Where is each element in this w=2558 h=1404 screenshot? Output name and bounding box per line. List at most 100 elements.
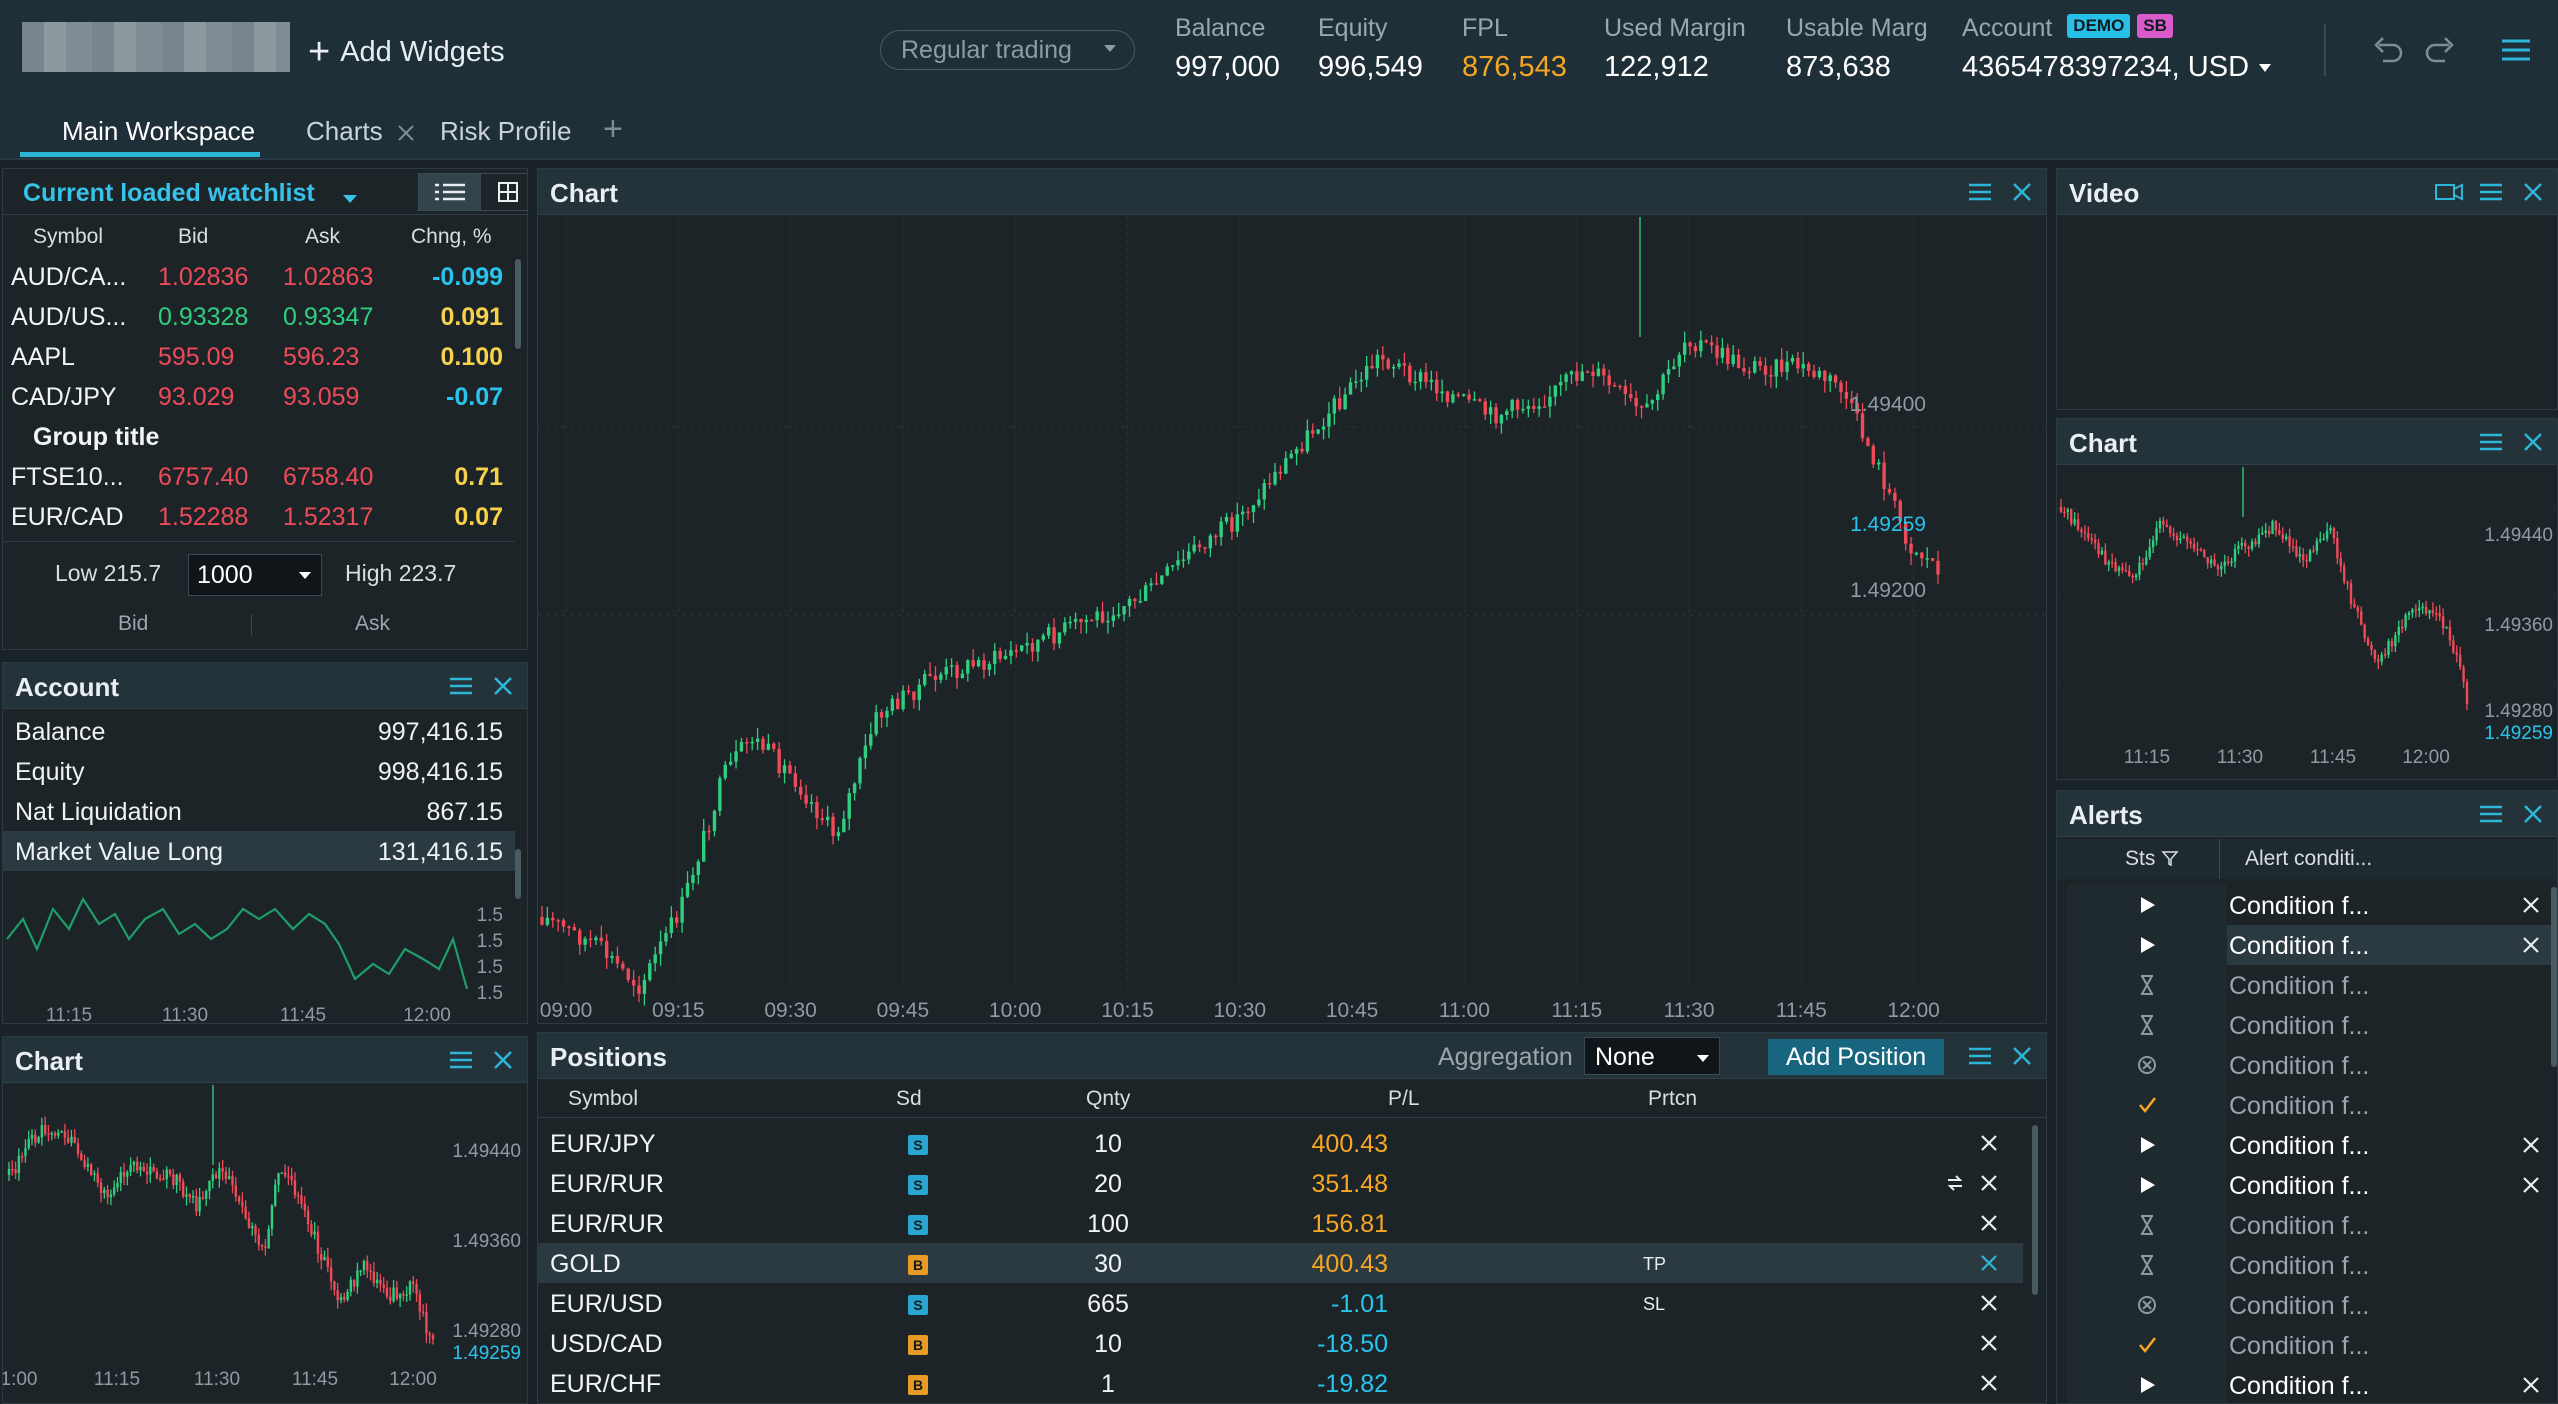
close-icon[interactable] [487,1045,519,1075]
alert-row[interactable]: Condition f... [2067,1245,2557,1285]
position-protection[interactable]: TP [1643,1254,1667,1274]
row-ask[interactable]: 1.02863 [283,263,374,291]
watchlist-row[interactable]: FTSE10... 6757.40 6758.40 0.71 [3,457,515,497]
menu-icon[interactable] [1964,1041,1996,1071]
alert-row[interactable]: Condition f... [2067,1125,2557,1165]
watchlist-row[interactable]: CAD/JPY 93.029 93.059 -0.07 [3,377,515,417]
redo-icon[interactable] [2420,30,2460,70]
reverse-icon[interactable] [1943,1171,1967,1195]
watchlist-title[interactable]: Current loaded watchlist [23,179,315,207]
close-position-icon[interactable] [1977,1249,2001,1277]
close-icon[interactable] [2517,427,2549,457]
row-bid[interactable]: 595.09 [158,343,235,371]
col-pl[interactable]: P/L [1388,1087,1420,1110]
add-widgets-button[interactable]: + Add Widgets [308,28,505,76]
add-tab-icon[interactable]: + [603,110,623,148]
close-icon[interactable] [2519,931,2543,959]
col-protection[interactable]: Prtcn [1648,1087,1698,1110]
col-ask[interactable]: Ask [305,225,341,248]
row-ask[interactable]: 596.23 [283,343,360,371]
col-symbol[interactable]: Symbol [568,1087,639,1110]
group-title[interactable]: Group title [33,423,160,451]
trading-mode-select[interactable]: Regular trading [880,30,1135,70]
close-icon[interactable] [2519,1371,2543,1399]
col-change[interactable]: Chng, % [411,225,492,248]
close-position-icon[interactable] [1977,1289,2001,1317]
alert-row[interactable]: Condition f... [2067,965,2557,1005]
row-ask[interactable]: 0.93347 [283,303,374,331]
row-bid[interactable]: 1.02836 [158,263,249,291]
close-icon[interactable] [2006,177,2038,207]
scrollbar[interactable] [2551,887,2557,1067]
position-row[interactable]: GOLD B 30 400.43 TP [538,1243,2023,1283]
row-bid[interactable]: 93.029 [158,383,235,411]
tab-charts[interactable]: Charts [306,116,416,156]
alert-row[interactable]: Condition f... [2067,1165,2557,1205]
aggregation-select[interactable]: None [1584,1037,1720,1075]
grid-view-button[interactable] [485,174,527,210]
col-side[interactable]: Sd [896,1087,922,1110]
col-symbol[interactable]: Symbol [33,225,104,248]
close-icon[interactable] [487,671,519,701]
menu-icon[interactable] [2475,177,2507,207]
close-icon[interactable] [2006,1041,2038,1071]
row-bid[interactable]: 6757.40 [158,463,249,491]
video-camera-icon[interactable] [2433,177,2465,207]
close-icon[interactable] [2519,891,2543,919]
row-ask[interactable]: 6758.40 [283,463,374,491]
menu-icon[interactable] [2496,30,2536,70]
close-icon[interactable] [2517,799,2549,829]
close-position-icon[interactable] [1977,1169,2001,1197]
quantity-select[interactable]: 1000 [188,554,322,596]
position-row[interactable]: EUR/USD S 665 -1.01 SL [538,1283,2023,1323]
col-condition[interactable]: Alert conditi... [2245,847,2373,870]
row-ask[interactable]: 1.52317 [283,503,374,531]
account-selector[interactable]: Account DEMO SB 4365478397234, USD [1962,14,2272,84]
position-row[interactable]: EUR/RUR S 100 156.81 [538,1203,2023,1243]
close-position-icon[interactable] [1977,1129,2001,1157]
candlestick-chart[interactable]: 1.49400 1.49200 1.49259 09:00 09:15 09:30 09:4… [538,217,2046,1023]
close-icon[interactable] [396,123,416,143]
col-quantity[interactable]: Qnty [1086,1087,1131,1110]
menu-icon[interactable] [1964,177,1996,207]
alert-row[interactable]: Condition f... [2067,1365,2557,1403]
watchlist-row[interactable]: AUD/CA... 1.02836 1.02863 -0.099 [3,257,515,297]
tab-risk-profile[interactable]: Risk Profile [440,116,572,146]
row-ask[interactable]: 93.059 [283,383,360,411]
close-icon[interactable] [2519,1131,2543,1159]
alert-row[interactable]: Condition f... [2067,1285,2557,1325]
position-row[interactable]: EUR/RUR S 20 351.48 [538,1163,2023,1203]
list-view-button[interactable] [419,174,481,210]
watchlist-row[interactable]: AUD/US... 0.93328 0.93347 0.091 [3,297,515,337]
close-position-icon[interactable] [1977,1209,2001,1237]
add-position-button[interactable]: Add Position [1768,1039,1944,1075]
alert-row[interactable]: Condition f... [2067,1045,2557,1085]
alert-row[interactable]: Condition f... [2067,1205,2557,1245]
position-protection[interactable]: SL [1643,1294,1666,1314]
close-icon[interactable] [2519,1171,2543,1199]
position-row[interactable]: EUR/CHF B 1 -19.82 [538,1363,2023,1403]
menu-icon[interactable] [445,1045,477,1075]
close-icon[interactable] [2517,177,2549,207]
position-row[interactable]: EUR/JPY S 10 400.43 [538,1123,2023,1163]
tab-main-workspace[interactable]: Main Workspace [62,116,256,146]
close-position-icon[interactable] [1977,1369,2001,1397]
alert-row[interactable]: Condition f... [2067,1325,2557,1365]
close-position-icon[interactable] [1977,1329,2001,1357]
scrollbar[interactable] [515,849,521,899]
alert-row[interactable]: Condition f... [2067,1005,2557,1045]
alert-row[interactable]: Condition f... [2067,925,2557,965]
row-bid[interactable]: 1.52288 [158,503,249,531]
scrollbar[interactable] [2032,1125,2038,1295]
watchlist-row[interactable]: EUR/CAD 1.52288 1.52317 0.07 [3,497,515,537]
row-bid[interactable]: 0.93328 [158,303,249,331]
position-row[interactable]: USD/CAD B 10 -18.50 [538,1323,2023,1363]
undo-icon[interactable] [2368,30,2408,70]
filter-icon[interactable] [2161,849,2179,867]
chevron-down-icon[interactable] [343,195,357,203]
col-status[interactable]: Sts [2125,847,2179,871]
watchlist-row[interactable]: AAPL 595.09 596.23 0.100 [3,337,515,377]
alert-row[interactable]: Condition f... [2067,1085,2557,1125]
